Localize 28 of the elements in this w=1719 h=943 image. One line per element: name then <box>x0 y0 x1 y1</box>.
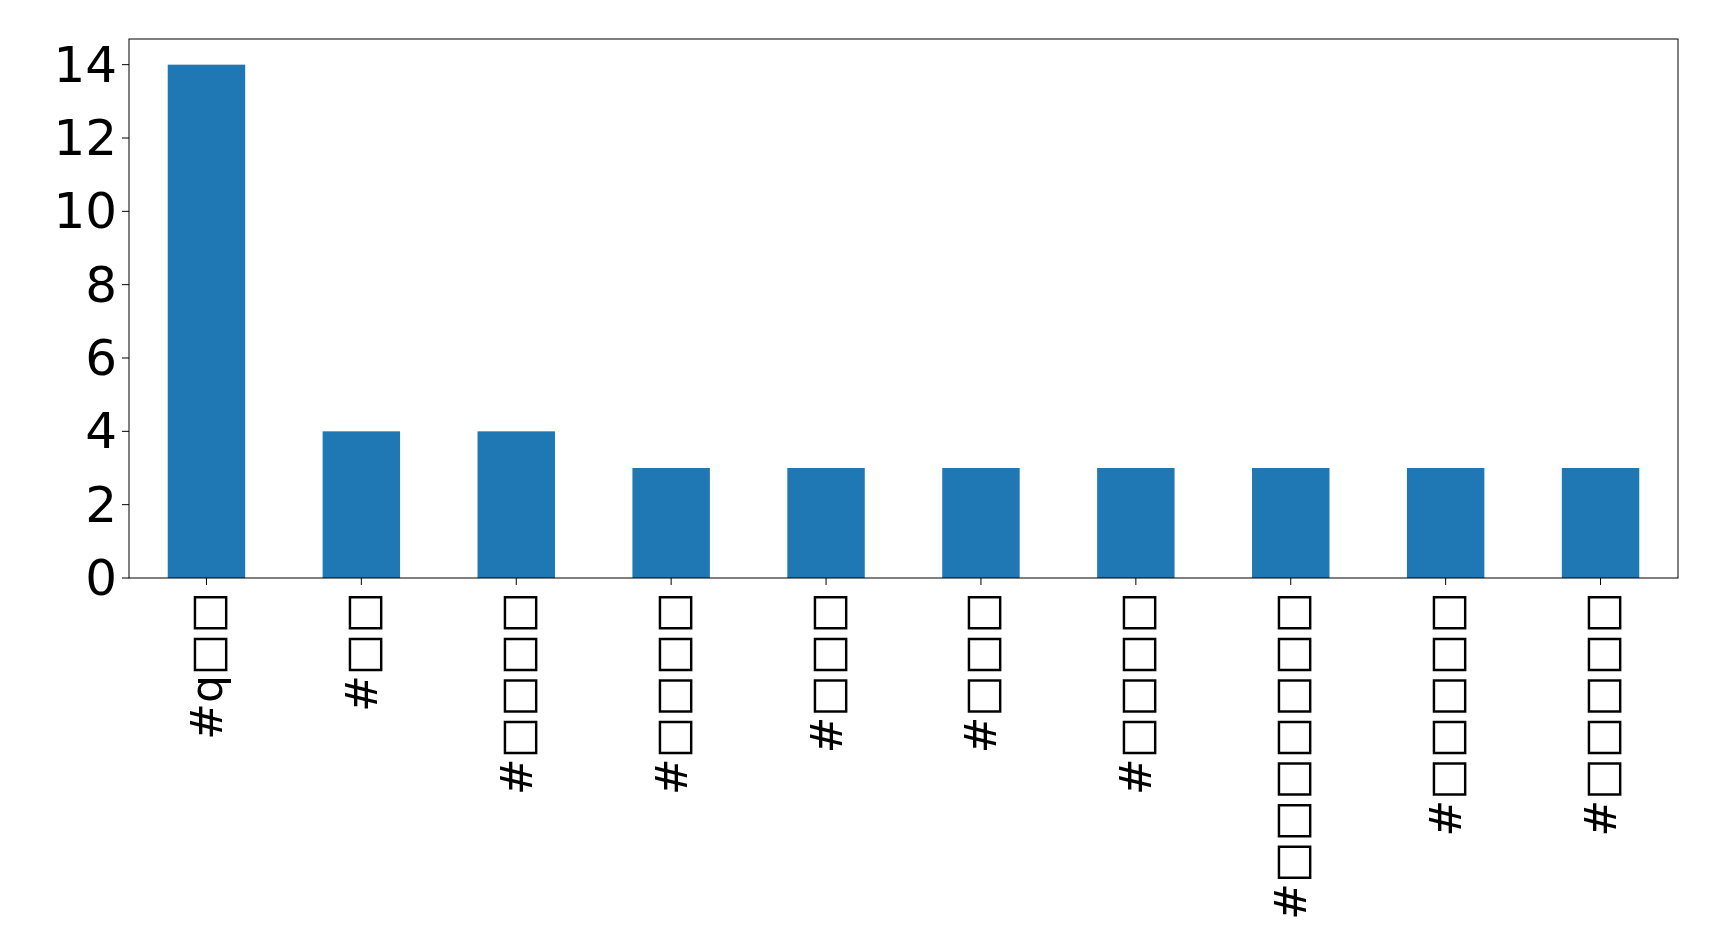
x-tick-label: #□□□ <box>800 592 852 754</box>
y-tick-label: 14 <box>53 35 117 94</box>
x-tick-label: #□□□□□ <box>1575 592 1627 837</box>
x-tick-label: #q□□ <box>180 592 232 740</box>
x-tick-label: #□□□□□□□ <box>1265 592 1317 920</box>
x-tick-label: #□□ <box>335 592 387 713</box>
bar <box>1097 468 1175 578</box>
y-tick-label: 8 <box>85 255 117 314</box>
y-tick-label: 0 <box>85 549 117 607</box>
x-tick-label: #□□□□ <box>645 592 697 796</box>
y-tick-label: 2 <box>85 475 117 534</box>
bar <box>1406 468 1485 578</box>
x-tick-label: #□□□ <box>955 592 1007 754</box>
x-tick-label: #□□□□ <box>490 592 542 796</box>
y-tick-label: 12 <box>53 109 117 167</box>
bar <box>1561 468 1640 578</box>
bar <box>477 431 555 578</box>
y-tick-label: 10 <box>53 182 117 241</box>
x-tick-label: #□□□□□ <box>1420 592 1472 837</box>
bar <box>167 64 246 578</box>
bar <box>787 468 865 578</box>
y-tick-label: 6 <box>85 329 117 387</box>
bar <box>942 468 1020 578</box>
x-tick-label: #□□□□ <box>1110 592 1162 796</box>
y-tick-label: 4 <box>85 402 117 461</box>
bar <box>1252 468 1330 578</box>
bar <box>322 431 401 578</box>
bar <box>632 468 710 578</box>
